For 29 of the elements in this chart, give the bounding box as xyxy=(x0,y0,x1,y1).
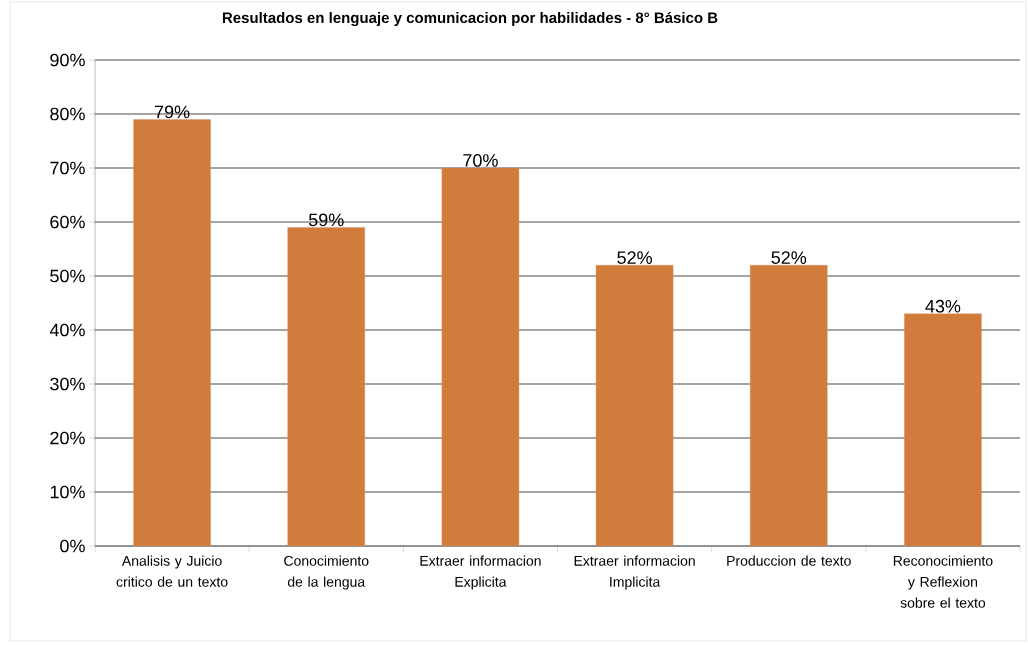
bar xyxy=(595,265,674,546)
x-tick-label: Extraer informacion Explicita xyxy=(420,555,541,590)
bar xyxy=(441,167,520,546)
y-tick-label: 50% xyxy=(50,269,85,283)
data-label: 79% xyxy=(154,105,190,119)
y-tick-label: 10% xyxy=(50,485,85,499)
x-tick-label: Produccion de texto xyxy=(727,555,851,566)
y-tick-label: 20% xyxy=(50,431,85,445)
bar xyxy=(133,119,211,546)
data-label: 52% xyxy=(617,251,652,264)
chart-title: Resultados en lenguaje y comunicacion por habilidades - 8° Básico B xyxy=(222,11,718,27)
y-tick-label: 70% xyxy=(50,161,85,175)
x-tick-label: Reconocimiento y Reflexion sobre el texto xyxy=(893,555,993,608)
bar xyxy=(287,227,365,546)
y-tick-label: 60% xyxy=(50,215,85,229)
data-label: 43% xyxy=(925,299,961,313)
y-tick-label: 40% xyxy=(49,323,85,337)
bar xyxy=(904,313,982,546)
data-label: 52% xyxy=(771,251,807,264)
x-tick-label: Conocimiento de la lengua xyxy=(284,555,369,590)
bar xyxy=(750,265,828,546)
y-tick-label: 30% xyxy=(50,377,85,391)
data-label: 70% xyxy=(463,154,498,167)
data-label: 59% xyxy=(308,213,344,227)
x-tick-label: Analisis y Juicio critico de un texto xyxy=(116,555,228,587)
y-tick-label: 90% xyxy=(50,53,85,67)
y-tick-label: 0% xyxy=(60,539,85,553)
x-tick-label: Extraer informacion Implicita xyxy=(574,555,695,590)
y-tick-label: 80% xyxy=(50,107,85,121)
